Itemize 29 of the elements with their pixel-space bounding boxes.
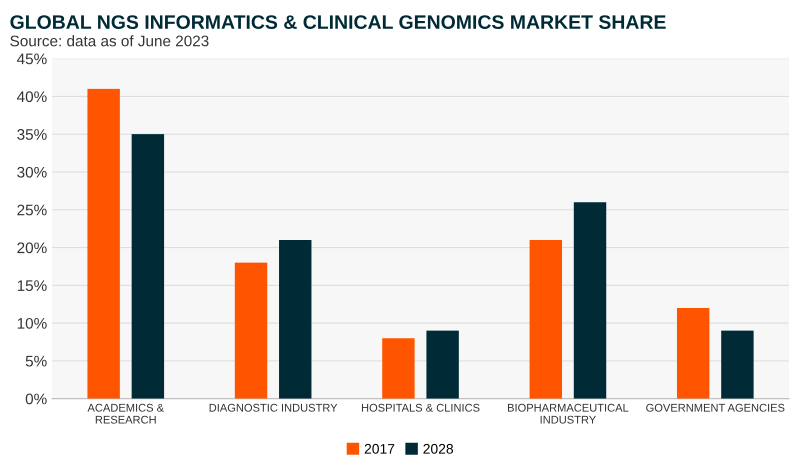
chart-subtitle: Source: data as of June 2023: [10, 35, 209, 46]
y-tick-label: 30%: [17, 166, 47, 178]
x-tick-label: BIOPHARMACEUTICAL INDUSTRY: [508, 404, 628, 424]
bar: [87, 88, 120, 399]
bar: [721, 330, 754, 399]
bar: [132, 134, 164, 399]
x-tick-label: DIAGNOSTIC INDUSTRY: [210, 404, 338, 412]
x-tick-label: HOSPITALS & CLINICS: [362, 404, 480, 412]
bar: [676, 308, 710, 399]
y-tick-label: 45%: [16, 54, 47, 64]
bar: [530, 240, 562, 399]
bar: [426, 330, 459, 399]
x-tick-label: ACADEMICS & RESEARCH: [88, 404, 164, 424]
y-tick-label: 20%: [17, 242, 47, 254]
legend-label: 2017: [364, 444, 394, 454]
y-tick-label: 25%: [17, 204, 47, 216]
y-tick-label: 15%: [18, 280, 47, 291]
bar: [279, 240, 312, 399]
y-tick-label: 35%: [17, 129, 47, 140]
y-tick-label: 10%: [18, 318, 47, 329]
x-tick-label: GOVERNMENT AGENCIES: [646, 404, 784, 412]
y-tick-label: 40%: [16, 91, 47, 102]
bar: [382, 338, 415, 399]
y-tick-label: 5%: [26, 356, 47, 367]
y-tick-label: 0%: [26, 394, 47, 404]
bar: [574, 202, 606, 399]
chart-title: GLOBAL NGS INFORMATICS & CLINICAL GENOMICS MARKET SHARE: [10, 15, 666, 29]
legend-label: 2028: [423, 444, 454, 454]
bar: [234, 262, 268, 399]
